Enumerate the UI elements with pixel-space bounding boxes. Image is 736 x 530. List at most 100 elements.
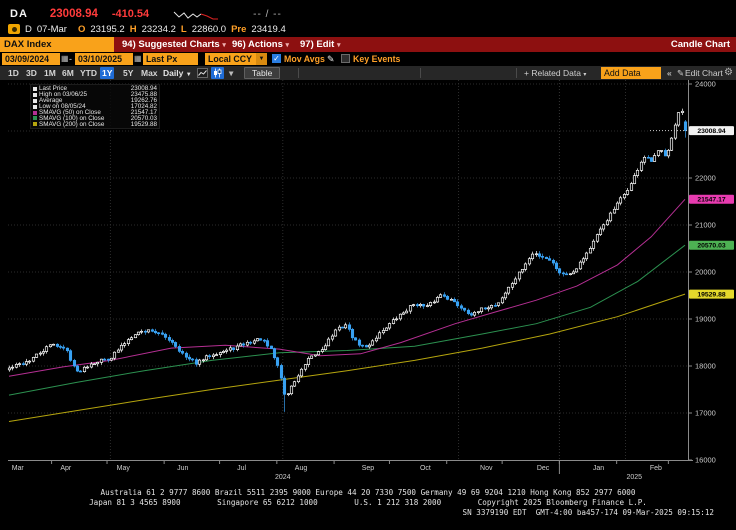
delayed-data-icon — [8, 24, 20, 34]
legend-label: SMAVG (200) on Close — [39, 120, 105, 128]
chevron-down-icon: ▾ — [336, 42, 341, 49]
svg-text:17000: 17000 — [695, 409, 716, 418]
last-price: 23008.94 — [49, 8, 98, 20]
svg-text:21547.17: 21547.17 — [697, 197, 726, 204]
add-data-input[interactable]: Add Data — [601, 67, 661, 79]
footer-copyright-line: Japan 81 3 4565 8900 Singapore 65 6212 1… — [89, 498, 647, 507]
mov-avgs-checkbox[interactable]: ✓ — [272, 54, 281, 63]
frequency-select[interactable]: Daily ▼ — [163, 68, 192, 78]
price-field-input[interactable]: Last Px — [143, 53, 198, 65]
legend-row: Low on 08/05/24 17024.82 — [33, 103, 157, 111]
svg-text:21000: 21000 — [695, 221, 716, 230]
line-chart-icon[interactable] — [196, 67, 209, 79]
svg-text:20000: 20000 — [695, 268, 716, 277]
menu-suggested-charts[interactable]: 94) Suggested Charts ▾ — [122, 39, 226, 50]
svg-text:Aug: Aug — [295, 465, 308, 472]
legend-label: High on 03/06/25 — [39, 91, 87, 99]
chart-axes: 2400023000220002100020000190001800017000… — [8, 80, 716, 474]
legend-label: Average — [39, 97, 63, 105]
legend-row: SMAVG (200) on Close 19529.88 — [33, 120, 157, 128]
edit-chart-pencil-icon[interactable]: ✎ — [677, 68, 685, 78]
legend-value: 19262.76 — [130, 97, 157, 105]
calendar-icon[interactable]: ▦ — [134, 54, 142, 63]
svg-text:20570.03: 20570.03 — [697, 243, 726, 250]
legend-swatch — [33, 104, 37, 109]
date-from-input[interactable]: 03/09/2024 — [2, 53, 60, 65]
date-to-input[interactable]: 03/10/2025 — [75, 53, 133, 65]
legend-value: 19529.88 — [130, 120, 157, 128]
svg-text:Apr: Apr — [60, 465, 72, 472]
related-data-button[interactable]: + Related Data ▾ — [524, 68, 587, 78]
prev-value: 23419.4 — [251, 23, 286, 35]
edit-chart-button[interactable]: Edit Chart — [685, 68, 723, 78]
sma100-badge: 20570.03 — [689, 240, 734, 250]
tab-1y[interactable]: 1Y — [100, 67, 115, 79]
gear-icon[interactable]: ⚙ — [724, 67, 733, 78]
currency-select[interactable]: Local CCY — [205, 53, 256, 65]
mov-avgs-label[interactable]: Mov Avgs — [284, 54, 325, 64]
currency-dropdown-arrow[interactable]: ▼ — [256, 53, 267, 65]
menu-actions[interactable]: 96) Actions ▾ — [232, 39, 290, 50]
legend-row: SMAVG (100) on Close 20570.03 — [33, 114, 157, 122]
chart-toolbar: 03/09/2024 ▦ - 03/10/2025 ▦ Last Px Loca… — [0, 53, 736, 66]
price-change: -410.54 — [111, 8, 150, 20]
quote-date: 07-Mar — [36, 23, 67, 35]
open-label: O — [77, 23, 86, 35]
tab-3d[interactable]: 3D — [26, 68, 37, 78]
menu-bar: 94) Suggested Charts ▾ 96) Actions ▾ 97)… — [0, 37, 736, 52]
collapse-panel-button[interactable]: « — [667, 68, 672, 78]
tab-1m[interactable]: 1M — [44, 68, 56, 78]
svg-text:2025: 2025 — [627, 474, 643, 481]
low-value: 22860.0 — [191, 23, 227, 35]
key-events-checkbox[interactable] — [341, 54, 350, 63]
ticker-summary-row: DA 23008.94 -410.54 -- / -- — [10, 7, 282, 21]
legend-swatch — [33, 122, 37, 127]
candle-chart-icon[interactable] — [211, 67, 224, 79]
period-bar: 1D 3D 1M 6M YTD 1Y 5Y Max Daily ▼ ▾ Tabl… — [0, 66, 736, 81]
svg-text:Dec: Dec — [537, 465, 550, 472]
svg-text:Nov: Nov — [480, 465, 493, 472]
axis-price-badges: 19529.88 20570.03 21547.17 23008.94 — [689, 126, 734, 299]
svg-text:Oct: Oct — [420, 465, 431, 472]
legend-label: SMAVG (100) on Close — [39, 114, 105, 122]
key-events-label[interactable]: Key Events — [353, 54, 401, 64]
svg-text:18000: 18000 — [695, 362, 716, 371]
legend-swatch — [33, 86, 37, 91]
tab-6m[interactable]: 6M — [62, 68, 74, 78]
svg-text:Sep: Sep — [362, 465, 375, 472]
svg-text:Jul: Jul — [237, 465, 246, 472]
chevron-down-icon: ▾ — [285, 42, 290, 49]
footer-contact-line: Australia 61 2 9777 8600 Brazil 5511 239… — [100, 488, 636, 497]
chart-gridlines — [8, 80, 688, 460]
edit-mov-avgs-icon[interactable]: ✎ — [327, 54, 335, 64]
chart-type-dropdown-arrow[interactable]: ▾ — [229, 68, 234, 78]
svg-text:Jun: Jun — [177, 465, 188, 472]
tab-ytd[interactable]: YTD — [80, 68, 97, 78]
legend-value: 23008.94 — [130, 85, 157, 93]
security-input[interactable]: DAX Index — [0, 37, 114, 52]
svg-text:19529.88: 19529.88 — [697, 291, 726, 298]
legend-swatch — [33, 110, 37, 115]
legend-row: SMAVG (50) on Close 21547.17 — [33, 109, 157, 116]
svg-text:May: May — [117, 465, 131, 472]
high-label: H — [129, 23, 137, 35]
sma200-badge: 19529.88 — [689, 289, 734, 299]
ticker-symbol: DA — [10, 8, 28, 20]
tab-5y[interactable]: 5Y — [123, 68, 134, 78]
legend-swatch — [33, 92, 37, 97]
legend-label: Low on 08/05/24 — [39, 103, 86, 111]
candle-chart[interactable]: 2400023000220002100020000190001800017000… — [0, 80, 736, 482]
legend-swatch — [33, 98, 37, 103]
svg-text:22000: 22000 — [695, 174, 716, 183]
tab-max[interactable]: Max — [141, 68, 158, 78]
menu-edit[interactable]: 97) Edit ▾ — [300, 39, 341, 50]
svg-text:Jan: Jan — [593, 465, 604, 472]
table-button[interactable]: Table — [244, 67, 281, 79]
chart-legend: Last Price 23008.94 High on 03/06/25 23475.… — [30, 84, 160, 130]
legend-label: Last Price — [39, 85, 67, 93]
calendar-icon[interactable]: ▦ — [61, 54, 69, 63]
chevron-down-icon: ▾ — [222, 42, 226, 49]
tab-1d[interactable]: 1D — [8, 68, 19, 78]
legend-value: 20570.03 — [130, 114, 157, 122]
